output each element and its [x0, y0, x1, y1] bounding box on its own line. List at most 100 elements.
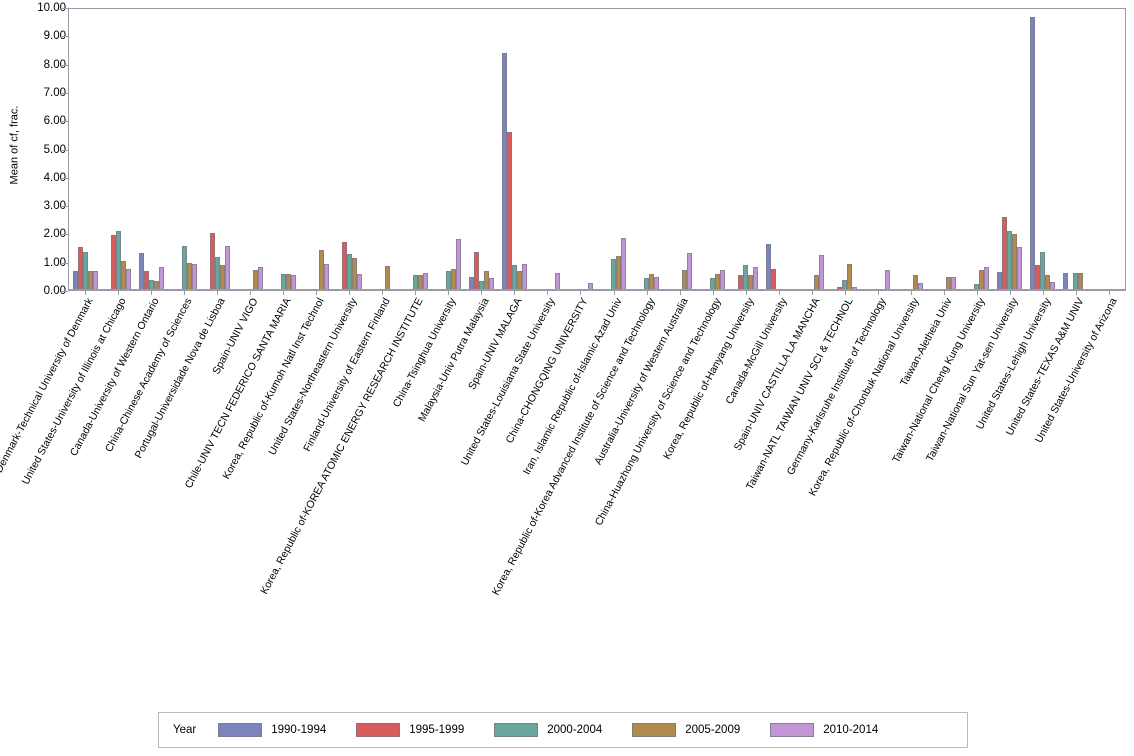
bar [974, 283, 979, 289]
bar [352, 257, 357, 289]
bar-group [993, 9, 1026, 289]
x-axis-tick-mark [564, 291, 597, 296]
y-axis-tick-mark [62, 291, 68, 292]
x-axis-tick-mark [432, 291, 465, 296]
legend-item[interactable]: 2010-2014 [770, 723, 878, 737]
legend-title: Year [173, 724, 197, 736]
y-axis-tick-mark [62, 8, 68, 9]
bar [616, 255, 621, 289]
bar-group [630, 9, 663, 289]
bar-group [399, 9, 432, 289]
y-axis-tick-label: 1.00 [43, 256, 66, 269]
bar [1050, 281, 1055, 289]
x-axis-tick-mark [729, 291, 762, 296]
bar-group [894, 9, 927, 289]
bar [946, 277, 951, 289]
bar [852, 286, 857, 289]
bar-group [762, 9, 795, 289]
bar [771, 268, 776, 289]
bar [687, 252, 692, 289]
x-axis-tick-mark [266, 291, 299, 296]
bar [588, 283, 593, 289]
bar [88, 270, 93, 289]
bar [1040, 252, 1045, 289]
bar [1002, 216, 1007, 289]
legend-item[interactable]: 1990-1994 [218, 723, 326, 737]
x-axis-tick-mark [597, 291, 630, 296]
x-axis-tick-mark [1093, 291, 1126, 296]
bar [324, 263, 329, 289]
plot-area [68, 8, 1126, 291]
legend-color-swatch [632, 723, 677, 737]
bar [654, 277, 659, 289]
x-axis-tick-mark [465, 291, 498, 296]
bar [210, 232, 215, 289]
bar-group [333, 9, 366, 289]
legend-color-swatch [770, 723, 815, 737]
legend-item-label: 2000-2004 [547, 724, 603, 736]
bar [446, 271, 451, 289]
bar [342, 242, 347, 289]
bar [385, 265, 390, 289]
x-axis-tick-mark [1027, 291, 1060, 296]
y-axis-tick-label: 3.00 [43, 200, 66, 213]
bar [1030, 17, 1035, 289]
bar [187, 262, 192, 289]
legend-color-swatch [494, 723, 539, 737]
bar [291, 275, 296, 289]
bar-group [663, 9, 696, 289]
bar [413, 275, 418, 289]
bar [78, 247, 83, 289]
legend-item-label: 2005-2009 [685, 724, 741, 736]
x-axis-tick-mark [299, 291, 332, 296]
bar [159, 266, 164, 289]
x-axis-tick-mark [68, 291, 101, 296]
y-axis-tick-label: 0.00 [43, 285, 66, 297]
legend-item[interactable]: 1995-1999 [356, 723, 464, 737]
bar [73, 271, 78, 289]
bar [357, 274, 362, 289]
bar [192, 264, 197, 289]
legend-item[interactable]: 2005-2009 [632, 723, 740, 737]
bar-group [465, 9, 498, 289]
bar [814, 275, 819, 289]
bar [1073, 273, 1078, 289]
legend-color-swatch [218, 723, 263, 737]
legend-item-label: 2010-2014 [823, 724, 879, 736]
bar [502, 52, 507, 289]
x-axis-tick-mark [961, 291, 994, 296]
bar [319, 249, 324, 289]
bar [715, 274, 720, 289]
bar [748, 275, 753, 289]
bar-group [696, 9, 729, 289]
bar [258, 266, 263, 289]
bar [766, 244, 771, 289]
bar [253, 269, 258, 289]
bar [225, 245, 230, 289]
x-axis-tick-mark [498, 291, 531, 296]
bar [1035, 264, 1040, 289]
bar-group [795, 9, 828, 289]
bar-group [432, 9, 465, 289]
x-axis-tick-mark [895, 291, 928, 296]
bar-group [135, 9, 168, 289]
x-axis-tick-mark [663, 291, 696, 296]
bar [847, 263, 852, 289]
bar-group [201, 9, 234, 289]
x-axis-tick-mark [1060, 291, 1093, 296]
bar [913, 275, 918, 289]
bar [522, 264, 527, 289]
bar [418, 275, 423, 289]
bar [743, 264, 748, 289]
bar-group [300, 9, 333, 289]
x-axis-tick-mark [333, 291, 366, 296]
bar [144, 271, 149, 289]
x-axis-tick-mark [928, 291, 961, 296]
bar [649, 274, 654, 289]
x-axis-tick-mark [862, 291, 895, 296]
legend-item[interactable]: 2000-2004 [494, 723, 602, 737]
legend-item-label: 1990-1994 [271, 724, 327, 736]
y-axis-tick-label: 5.00 [43, 143, 66, 156]
bar [984, 266, 989, 289]
bar [753, 266, 758, 289]
